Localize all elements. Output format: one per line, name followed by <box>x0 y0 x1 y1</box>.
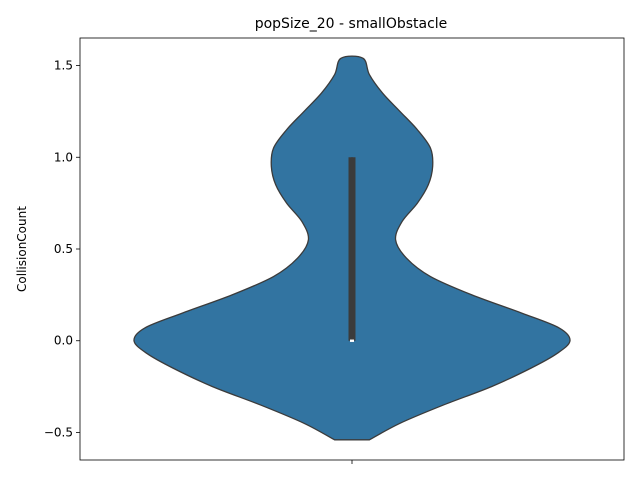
y-tick-label: 0.5 <box>54 242 73 256</box>
violin-median-marker <box>350 339 354 342</box>
y-tick-label: 0.0 <box>54 334 73 348</box>
y-tick-label: −0.5 <box>44 425 73 439</box>
y-tick-label: 1.5 <box>54 59 73 73</box>
y-axis-label: CollisionCount <box>15 206 29 292</box>
violin-iqr-box <box>348 157 356 341</box>
chart-title: popSize_20 - smallObstacle <box>255 16 448 32</box>
y-tick-label: 1.0 <box>54 150 73 164</box>
